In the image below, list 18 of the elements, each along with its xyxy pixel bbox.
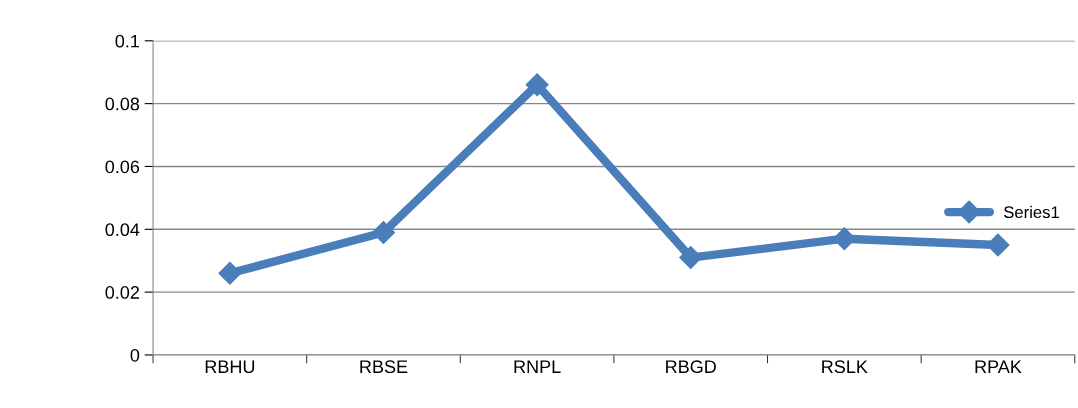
point [372, 220, 395, 244]
point [218, 261, 242, 285]
point [679, 246, 703, 270]
x-tick-label: RPAK [975, 360, 1022, 373]
x-tick-label: RBSE [360, 360, 408, 374]
x-tick-label: RBHU [205, 360, 255, 374]
y-tick-label: 0.06 [105, 160, 140, 174]
y-tick-label: 0.04 [105, 223, 140, 237]
point [525, 73, 549, 97]
y-tick-label: 0.1 [115, 34, 139, 48]
x-tick-label: RSLK [822, 360, 868, 374]
x-tick-label: RBGD [666, 360, 716, 374]
point [832, 227, 856, 251]
y-tick-label: 0 [130, 348, 140, 362]
x-tick-label: RNPL [514, 360, 561, 373]
y-tick-label: 0.08 [105, 97, 140, 111]
y-tick-label: 0.02 [105, 286, 139, 299]
legend-label: Series1 [1004, 205, 1059, 219]
